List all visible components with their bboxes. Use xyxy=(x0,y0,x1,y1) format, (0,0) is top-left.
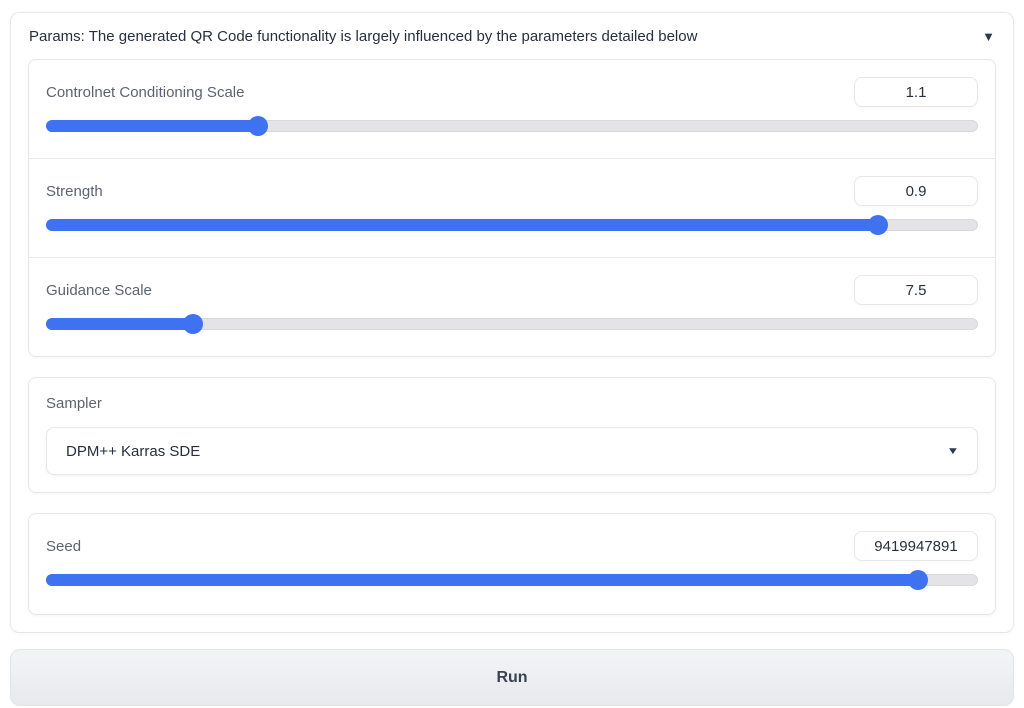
slider-handle[interactable] xyxy=(868,215,889,235)
params-accordion: Params: The generated QR Code functional… xyxy=(10,12,1014,633)
seed-input[interactable] xyxy=(854,531,978,561)
sampler-label: Sampler xyxy=(46,395,102,412)
guidance-scale-row: Guidance Scale xyxy=(29,257,995,356)
slider-fill xyxy=(46,219,879,231)
strength-row: Strength xyxy=(29,158,995,257)
accordion-title: Params: The generated QR Code functional… xyxy=(29,28,698,45)
slider-handle[interactable] xyxy=(247,116,268,136)
accordion-body: Controlnet Conditioning Scale Strength xyxy=(11,57,1013,632)
guidance-scale-label: Guidance Scale xyxy=(46,281,152,299)
controlnet-scale-row: Controlnet Conditioning Scale xyxy=(29,60,995,158)
guidance-scale-slider[interactable] xyxy=(46,314,978,334)
slider-fill xyxy=(46,574,919,586)
slider-handle[interactable] xyxy=(183,314,204,334)
sampler-group: Sampler DPM++ Karras SDE ▼ xyxy=(28,377,996,493)
seed-slider[interactable] xyxy=(46,570,978,590)
chevron-down-icon: ▼ xyxy=(946,445,960,457)
seed-group: Seed xyxy=(28,513,996,615)
collapse-triangle-icon: ▼ xyxy=(982,29,995,44)
slider-fill xyxy=(46,120,258,132)
slider-group: Controlnet Conditioning Scale Strength xyxy=(28,59,996,357)
slider-handle[interactable] xyxy=(908,570,929,590)
run-button[interactable]: Run xyxy=(10,649,1014,706)
slider-fill xyxy=(46,318,194,330)
sampler-dropdown[interactable]: DPM++ Karras SDE ▼ xyxy=(46,427,978,475)
strength-slider[interactable] xyxy=(46,215,978,235)
controlnet-scale-label: Controlnet Conditioning Scale xyxy=(46,83,245,101)
guidance-scale-input[interactable] xyxy=(854,275,978,305)
seed-label: Seed xyxy=(46,537,82,555)
accordion-header[interactable]: Params: The generated QR Code functional… xyxy=(11,13,1013,57)
controlnet-scale-input[interactable] xyxy=(854,77,978,107)
strength-input[interactable] xyxy=(854,176,978,206)
strength-label: Strength xyxy=(46,182,103,200)
seed-row: Seed xyxy=(29,514,995,614)
controlnet-scale-slider[interactable] xyxy=(46,116,978,136)
sampler-selected-value: DPM++ Karras SDE xyxy=(66,442,201,460)
